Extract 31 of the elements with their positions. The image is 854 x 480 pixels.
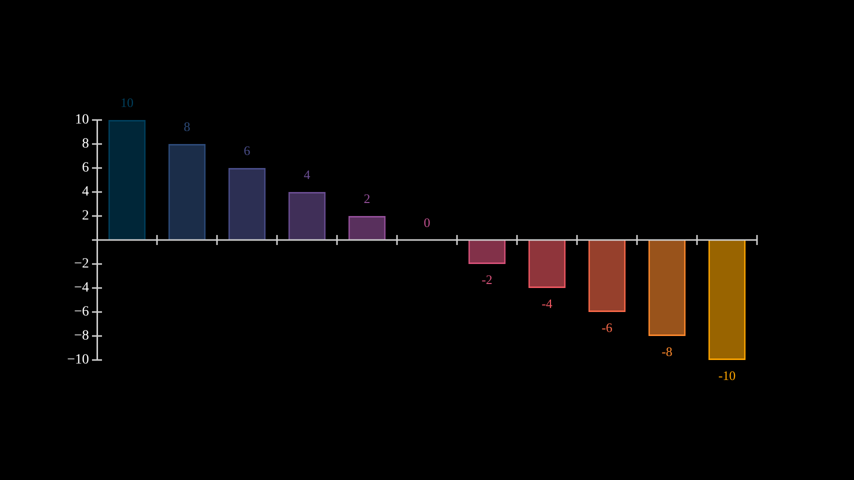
y-tick-label: −8: [74, 328, 89, 344]
y-tick-label: 4: [82, 184, 89, 200]
data-label: 4: [304, 166, 311, 182]
data-label: 10: [120, 94, 134, 110]
data-label: 0: [424, 214, 430, 230]
y-tick-label: 10: [75, 112, 89, 128]
bar: [648, 240, 686, 336]
data-label: -8: [662, 344, 672, 359]
y-tick-label: −4: [74, 280, 89, 296]
y-tick-label: 8: [82, 136, 89, 152]
y-tick-label: −2: [74, 256, 89, 272]
y-tick-label: −6: [74, 304, 89, 320]
bar: [528, 240, 566, 288]
data-label: -6: [602, 320, 613, 335]
data-label: 2: [364, 190, 370, 206]
bar: [108, 120, 146, 240]
bar: [288, 192, 326, 240]
bar: [588, 240, 626, 312]
data-label: -4: [542, 296, 553, 311]
data-label: -10: [718, 368, 736, 383]
bar: [468, 240, 506, 264]
bar: [348, 216, 386, 240]
bar: [228, 168, 266, 240]
y-tick-label: 2: [82, 208, 89, 224]
data-label: 8: [184, 118, 190, 134]
bar: [168, 144, 206, 240]
y-tick-label: −10: [67, 352, 89, 368]
bar: [708, 240, 746, 360]
data-label: -2: [482, 272, 492, 287]
data-label: 6: [244, 142, 251, 158]
y-tick-label: 6: [82, 160, 89, 176]
